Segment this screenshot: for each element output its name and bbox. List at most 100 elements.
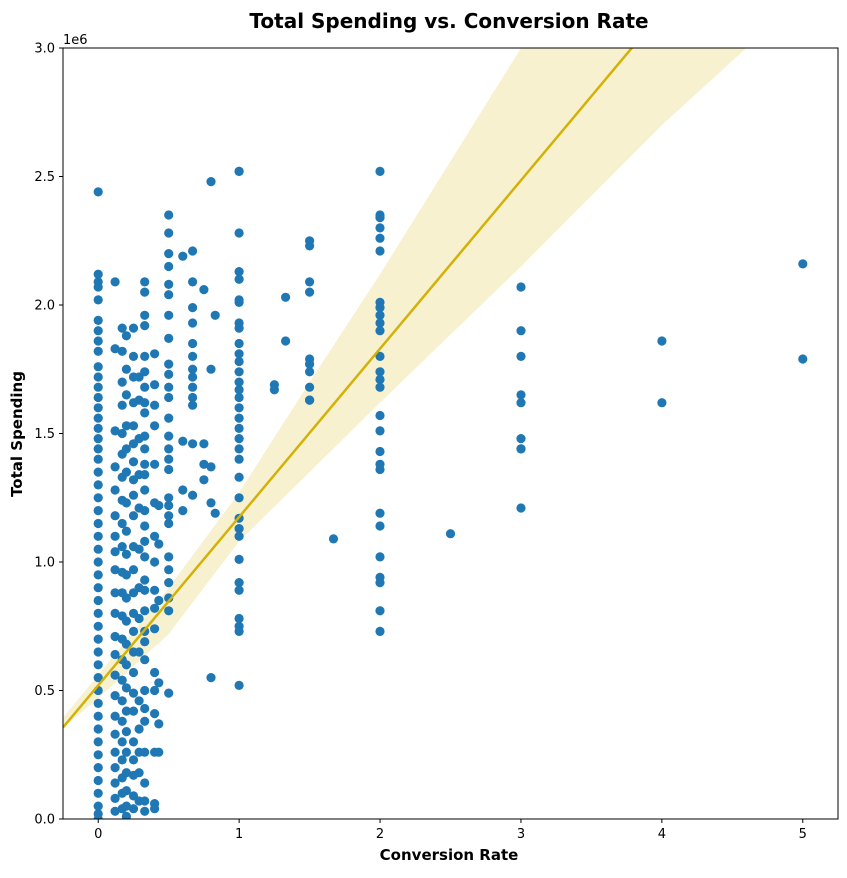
scatter-point bbox=[150, 804, 160, 814]
scatter-point bbox=[93, 647, 103, 657]
scatter-point bbox=[516, 503, 526, 513]
scatter-point bbox=[178, 251, 188, 261]
scatter-point bbox=[121, 786, 131, 796]
scatter-point bbox=[150, 349, 160, 359]
scatter-point bbox=[206, 364, 216, 374]
scatter-point bbox=[121, 768, 131, 778]
scatter-point bbox=[234, 472, 244, 482]
scatter-point bbox=[305, 359, 315, 369]
scatter-point bbox=[164, 333, 174, 343]
scatter-point bbox=[93, 737, 103, 747]
scatter-point bbox=[206, 498, 216, 508]
scatter-point bbox=[93, 506, 103, 516]
scatter-point bbox=[110, 511, 120, 521]
scatter-point bbox=[375, 351, 385, 361]
scatter-point bbox=[305, 287, 315, 297]
scatter-point bbox=[188, 338, 198, 349]
scatter-point bbox=[188, 246, 198, 256]
scatter-point bbox=[657, 398, 667, 408]
scatter-point bbox=[164, 565, 174, 575]
scatter-point bbox=[128, 511, 139, 521]
scatter-point bbox=[657, 336, 667, 346]
scatter-point bbox=[134, 768, 144, 778]
scatter-point bbox=[516, 326, 526, 336]
scatter-point bbox=[121, 639, 131, 649]
scatter-point bbox=[206, 462, 216, 472]
scatter-point bbox=[93, 269, 103, 279]
scatter-point bbox=[128, 565, 139, 575]
scatter-point bbox=[140, 806, 150, 816]
scatter-point bbox=[121, 747, 131, 757]
scatter-point bbox=[110, 426, 120, 436]
scatter-point bbox=[154, 747, 164, 757]
scatter-point bbox=[375, 303, 385, 313]
y-tick-label: 2.5 bbox=[34, 170, 55, 185]
scatter-point bbox=[234, 626, 244, 637]
scatter-point bbox=[93, 423, 103, 433]
scatter-point bbox=[140, 321, 150, 331]
scatter-point bbox=[128, 804, 139, 814]
scatter-point bbox=[199, 459, 209, 469]
scatter-point bbox=[375, 246, 385, 256]
scatter-point bbox=[140, 277, 150, 287]
scatter-point bbox=[375, 367, 385, 377]
scatter-point bbox=[128, 737, 139, 747]
scatter-point bbox=[375, 213, 385, 223]
scatter-point bbox=[188, 392, 198, 403]
scatter-point bbox=[134, 613, 144, 624]
scatter-point bbox=[375, 310, 385, 320]
scatter-point bbox=[150, 531, 160, 541]
scatter-point bbox=[164, 431, 174, 441]
scatter-point bbox=[164, 261, 174, 272]
scatter-point bbox=[234, 166, 244, 176]
scatter-point bbox=[375, 223, 385, 233]
scatter-point bbox=[128, 688, 139, 698]
scatter-point bbox=[445, 529, 456, 539]
scatter-point bbox=[121, 444, 131, 454]
scatter-point bbox=[375, 508, 385, 518]
regression-line-layer bbox=[63, 48, 634, 729]
scatter-point bbox=[121, 390, 131, 400]
x-tick-label: 4 bbox=[658, 827, 666, 842]
scatter-point bbox=[128, 626, 139, 637]
scatter-point bbox=[134, 647, 144, 657]
scatter-point bbox=[516, 282, 526, 292]
scatter-point bbox=[150, 380, 160, 390]
scatter-point bbox=[117, 428, 127, 439]
scatter-point bbox=[269, 385, 279, 395]
scatter-point bbox=[140, 431, 150, 441]
scatter-point bbox=[128, 323, 139, 333]
y-axis-ticks: 0.0 0.5 1.0 1.5 2.0 2.5 3.0 bbox=[34, 42, 63, 828]
scatter-point bbox=[121, 683, 131, 693]
scatter-point bbox=[121, 498, 131, 508]
scatter-point bbox=[281, 292, 291, 302]
scatter-point bbox=[164, 500, 174, 511]
scatter-point bbox=[164, 359, 174, 369]
scatter-point bbox=[234, 493, 244, 503]
scatter-point bbox=[110, 588, 120, 598]
scatter-point bbox=[199, 439, 209, 449]
scatter-point bbox=[154, 719, 164, 729]
scatter-point bbox=[140, 606, 150, 616]
scatter-point bbox=[117, 675, 127, 685]
scatter-point bbox=[128, 667, 139, 678]
scatter-point bbox=[164, 210, 174, 220]
scatter-point bbox=[140, 408, 150, 418]
scatter-point bbox=[93, 295, 103, 305]
scatter-point bbox=[234, 613, 244, 624]
scatter-point bbox=[234, 367, 244, 377]
scatter-point bbox=[305, 241, 315, 251]
scatter-point bbox=[150, 421, 160, 431]
scatter-point bbox=[93, 788, 103, 798]
scatter-point bbox=[234, 392, 244, 403]
scatter-point bbox=[234, 680, 244, 691]
scatter-point bbox=[93, 583, 103, 593]
scatter-point bbox=[164, 392, 174, 403]
scatter-point bbox=[305, 277, 315, 287]
scatter-point bbox=[188, 364, 198, 374]
scatter-point bbox=[117, 696, 127, 706]
scatter-point bbox=[234, 531, 244, 541]
regression-line bbox=[63, 48, 634, 729]
scatter-point bbox=[178, 485, 188, 495]
